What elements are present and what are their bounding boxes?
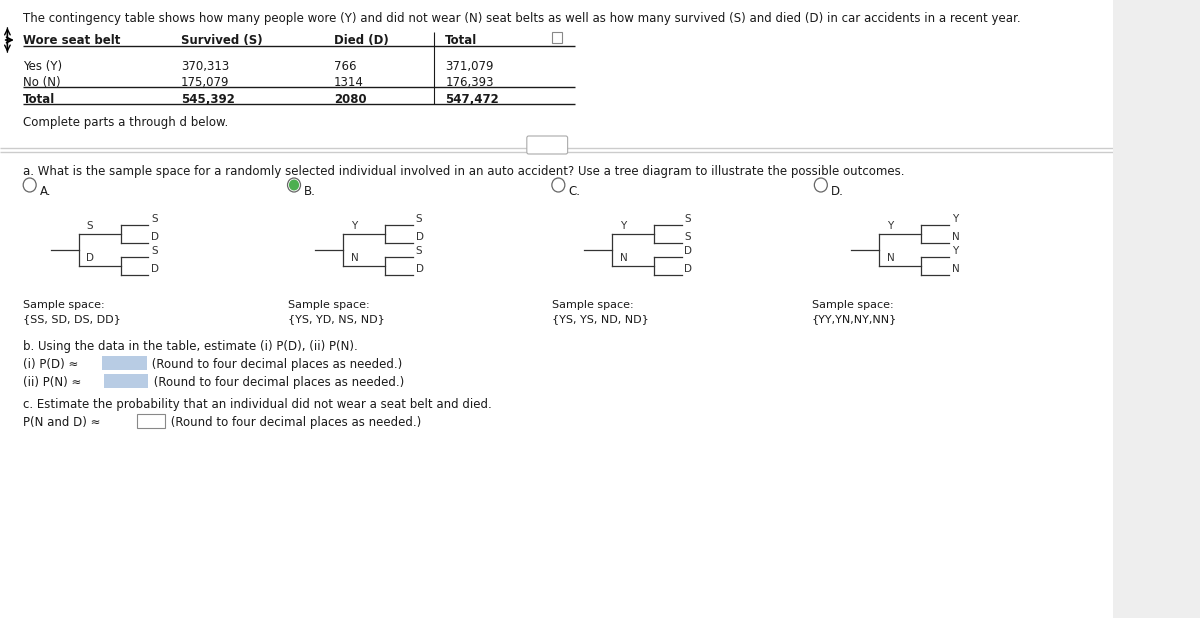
Text: D: D xyxy=(151,232,160,242)
Text: (Round to four decimal places as needed.): (Round to four decimal places as needed.… xyxy=(167,416,421,429)
Text: {YY,YN,NY,NN}: {YY,YN,NY,NN} xyxy=(811,314,896,324)
Text: D: D xyxy=(151,264,160,274)
Circle shape xyxy=(815,178,827,192)
Text: S: S xyxy=(415,214,422,224)
Text: N: N xyxy=(952,232,959,242)
Circle shape xyxy=(289,179,299,190)
Text: S: S xyxy=(151,246,158,256)
Text: The contingency table shows how many people wore (Y) and did not wear (N) seat b: The contingency table shows how many peo… xyxy=(23,12,1021,25)
Text: Yes (Y): Yes (Y) xyxy=(23,60,62,73)
Text: 175,079: 175,079 xyxy=(181,76,229,89)
Text: 1314: 1314 xyxy=(334,76,364,89)
Text: Y: Y xyxy=(350,221,356,231)
Text: 0.3222: 0.3222 xyxy=(103,376,149,389)
Text: {YS, YD, NS, ND}: {YS, YD, NS, ND} xyxy=(288,314,384,324)
Text: 545,392: 545,392 xyxy=(181,93,235,106)
Text: Y: Y xyxy=(952,214,958,224)
Text: Died (D): Died (D) xyxy=(334,34,389,47)
Text: Total: Total xyxy=(445,34,478,47)
Text: b. Using the data in the table, estimate (i) P(D), (ii) P(N).: b. Using the data in the table, estimate… xyxy=(23,340,358,353)
Text: Survived (S): Survived (S) xyxy=(181,34,263,47)
Text: (Round to four decimal places as needed.): (Round to four decimal places as needed.… xyxy=(149,358,403,371)
Text: Sample space:: Sample space: xyxy=(23,300,104,310)
Text: D.: D. xyxy=(832,185,844,198)
Text: 0.0038: 0.0038 xyxy=(102,358,146,371)
Text: S: S xyxy=(684,214,691,224)
Text: (Round to four decimal places as needed.): (Round to four decimal places as needed.… xyxy=(150,376,404,389)
Text: Sample space:: Sample space: xyxy=(552,300,634,310)
Circle shape xyxy=(552,178,565,192)
Text: A.: A. xyxy=(40,185,52,198)
Bar xyxy=(102,356,146,370)
Text: D: D xyxy=(415,232,424,242)
Text: Y: Y xyxy=(952,246,958,256)
Text: (ii) P(N) ≈: (ii) P(N) ≈ xyxy=(23,376,85,389)
Text: D: D xyxy=(684,246,692,256)
Text: S: S xyxy=(415,246,422,256)
Text: ···: ··· xyxy=(542,143,552,153)
Text: Complete parts a through d below.: Complete parts a through d below. xyxy=(23,116,228,129)
Bar xyxy=(104,374,149,388)
Text: N: N xyxy=(952,264,959,274)
Circle shape xyxy=(288,178,300,192)
Text: (i) P(D) ≈: (i) P(D) ≈ xyxy=(23,358,83,371)
Text: C.: C. xyxy=(569,185,581,198)
Text: ✓: ✓ xyxy=(290,182,298,191)
Text: Total: Total xyxy=(23,93,55,106)
Text: Sample space:: Sample space: xyxy=(811,300,893,310)
Text: c. Estimate the probability that an individual did not wear a seat belt and died: c. Estimate the probability that an indi… xyxy=(23,398,492,411)
Text: D: D xyxy=(415,264,424,274)
Text: N: N xyxy=(887,253,894,263)
Text: 371,079: 371,079 xyxy=(445,60,493,73)
Text: Sample space:: Sample space: xyxy=(288,300,370,310)
Text: D: D xyxy=(684,264,692,274)
Text: S: S xyxy=(151,214,158,224)
Text: Wore seat belt: Wore seat belt xyxy=(23,34,120,47)
Bar xyxy=(137,414,166,428)
Text: N: N xyxy=(619,253,628,263)
Text: 176,393: 176,393 xyxy=(445,76,493,89)
Text: 2080: 2080 xyxy=(334,93,366,106)
Circle shape xyxy=(23,178,36,192)
Text: 766: 766 xyxy=(334,60,356,73)
Text: a. What is the sample space for a randomly selected individual involved in an au: a. What is the sample space for a random… xyxy=(23,165,905,178)
Text: 547,472: 547,472 xyxy=(445,93,499,106)
Bar xyxy=(552,32,562,43)
Text: {YS, YS, ND, ND}: {YS, YS, ND, ND} xyxy=(552,314,649,324)
Text: 370,313: 370,313 xyxy=(181,60,229,73)
Text: Y: Y xyxy=(887,221,893,231)
Text: No (N): No (N) xyxy=(23,76,61,89)
Text: Y: Y xyxy=(619,221,626,231)
Text: S: S xyxy=(86,221,92,231)
Text: D: D xyxy=(86,253,95,263)
Text: P(N and D) ≈: P(N and D) ≈ xyxy=(23,416,101,429)
Text: {SS, SD, DS, DD}: {SS, SD, DS, DD} xyxy=(23,314,121,324)
FancyBboxPatch shape xyxy=(527,136,568,154)
Text: N: N xyxy=(350,253,359,263)
Text: B.: B. xyxy=(305,185,316,198)
Text: S: S xyxy=(684,232,691,242)
